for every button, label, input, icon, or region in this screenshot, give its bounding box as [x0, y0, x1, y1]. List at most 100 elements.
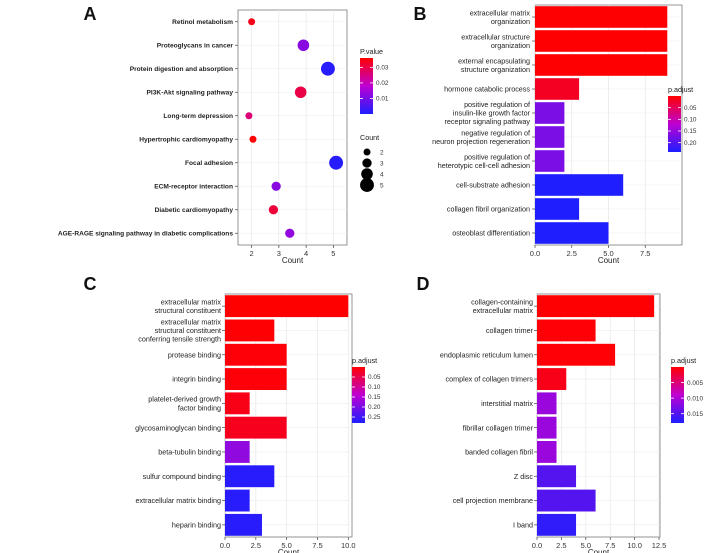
- color-legend-label: 0.005: [687, 380, 703, 387]
- bar: [535, 102, 565, 124]
- category-label-line: beta-tubulin binding: [158, 448, 221, 457]
- category-label: PI3K-Akt signaling pathway: [147, 90, 234, 97]
- data-point: [271, 181, 281, 191]
- x-tick-label: 5: [331, 249, 335, 258]
- category-label-line: conferring tensile strength: [138, 335, 221, 344]
- category-label: Z disc: [514, 472, 534, 481]
- category-label: extracellular matrix organization: [470, 8, 531, 26]
- category-label-line: extracellular matrix: [470, 8, 531, 17]
- color-legend-bar: [671, 367, 684, 423]
- x-axis-title: Count: [598, 256, 620, 265]
- category-label-line: cell-substrate adhesion: [456, 181, 530, 190]
- x-axis-title: Count: [588, 548, 610, 553]
- category-label: AGE-RAGE signaling pathway in diabetic c…: [58, 231, 233, 238]
- x-tick-label: 7.5: [605, 541, 615, 550]
- color-legend-label: 0.20: [684, 140, 697, 147]
- color-legend-label: 0.25: [368, 414, 381, 421]
- bar: [535, 54, 668, 76]
- bar: [535, 126, 565, 148]
- category-label: integrin binding: [172, 375, 221, 384]
- category-label-line: extracellular matrix binding: [136, 496, 222, 505]
- panel-label: C: [84, 274, 97, 294]
- bar: [535, 78, 580, 100]
- bar: [537, 465, 577, 488]
- category-label: platelet-derived growth factor binding: [148, 395, 221, 413]
- size-legend-label: 3: [380, 160, 384, 167]
- category-label-line: positive regulation of: [464, 100, 530, 109]
- category-label: Focal adhesion: [185, 160, 233, 167]
- bar: [225, 392, 250, 415]
- category-label-line: osteoblast differentiation: [452, 229, 530, 238]
- category-label-line: collagen fibril organization: [447, 205, 530, 214]
- bar: [225, 441, 250, 463]
- bar: [537, 392, 557, 415]
- x-tick-label: 0.0: [220, 541, 230, 550]
- panel-c: C 0.0 2.5 5.0 7.5 10.0 Count extracellular matr…: [84, 274, 381, 553]
- size-legend-dot: [361, 168, 373, 180]
- size-legend-dot: [360, 178, 374, 192]
- category-label: Hypertrophic cardiomyopathy: [139, 137, 233, 144]
- x-tick-label: 7.5: [312, 541, 322, 550]
- color-legend-bar: [668, 96, 681, 152]
- x-tick-label: 0.0: [532, 541, 542, 550]
- category-label-line: structural constituent: [155, 306, 221, 315]
- category-label-line: factor binding: [178, 403, 221, 412]
- category-label-line: receptor signaling pathway: [444, 117, 530, 126]
- data-point: [294, 86, 307, 99]
- data-point: [249, 135, 257, 143]
- bar: [535, 222, 609, 244]
- bar: [225, 368, 287, 390]
- bar: [537, 319, 596, 342]
- x-tick-label: 5.0: [603, 249, 613, 258]
- bar: [537, 416, 557, 439]
- color-legend-label: 0.03: [376, 65, 389, 72]
- color-legend-label: 0.015: [687, 411, 703, 418]
- category-label: beta-tubulin binding: [158, 448, 221, 457]
- color-legend-label: 0.05: [684, 105, 697, 112]
- category-label-line: extracellular matrix: [161, 297, 222, 306]
- category-label-line: positive regulation of: [464, 152, 530, 161]
- bar: [537, 441, 557, 463]
- category-label: extracellular matrix structural constitue…: [138, 317, 221, 343]
- category-label: banded collagen fibril: [465, 448, 533, 457]
- x-tick-label: 10.0: [627, 541, 642, 550]
- category-label: Protein digestion and absorption: [130, 66, 233, 73]
- category-label: positive regulation of heterotypic cell-c…: [438, 152, 530, 170]
- color-legend-label: 0.05: [368, 374, 381, 381]
- category-label: positive regulation of insulin-like growt…: [444, 100, 530, 126]
- bar: [225, 489, 250, 512]
- x-tick-label: 7.5: [640, 249, 650, 258]
- category-label-line: insulin-like growth factor: [453, 109, 531, 118]
- category-label-line: sulfur compound binding: [143, 472, 221, 481]
- category-label-line: negative regulation of: [461, 128, 530, 137]
- category-label-line: cell projection membrane: [453, 496, 533, 505]
- bar: [225, 513, 262, 536]
- category-label-line: Z disc: [514, 472, 534, 481]
- category-label: glycosaminoglycan binding: [135, 423, 221, 432]
- color-legend-bar: [360, 58, 373, 114]
- data-point: [268, 205, 279, 215]
- category-label: cell projection membrane: [453, 496, 533, 505]
- category-label-line: structural constituent: [155, 326, 221, 335]
- category-label: Long-term depression: [163, 113, 233, 120]
- color-legend-title: p.adjust: [668, 85, 693, 94]
- color-legend-label: 0.10: [368, 384, 381, 391]
- color-legend-label: 0.02: [376, 80, 389, 87]
- category-label-line: extracellular matrix: [161, 317, 222, 326]
- panel-d: D 0.0 2.5 5.0 7.5 10.0 12.5 Count collagen-conta…: [417, 274, 704, 553]
- color-legend-label: 0.01: [376, 96, 389, 103]
- category-label: external encapsulating structure organiza…: [458, 56, 530, 74]
- bar: [535, 150, 565, 172]
- category-label-line: platelet-derived growth: [148, 395, 221, 404]
- data-point: [320, 61, 335, 76]
- panel-label: B: [414, 4, 427, 24]
- category-label: collagen trimer: [486, 326, 534, 335]
- category-label-line: extracellular matrix: [473, 306, 534, 315]
- category-label-line: I band: [513, 520, 533, 529]
- category-label-line: heterotypic cell-cell adhesion: [438, 161, 530, 170]
- x-tick-label: 0.0: [530, 249, 540, 258]
- panel-label: A: [84, 4, 97, 24]
- category-label: ECM-receptor interaction: [154, 184, 233, 191]
